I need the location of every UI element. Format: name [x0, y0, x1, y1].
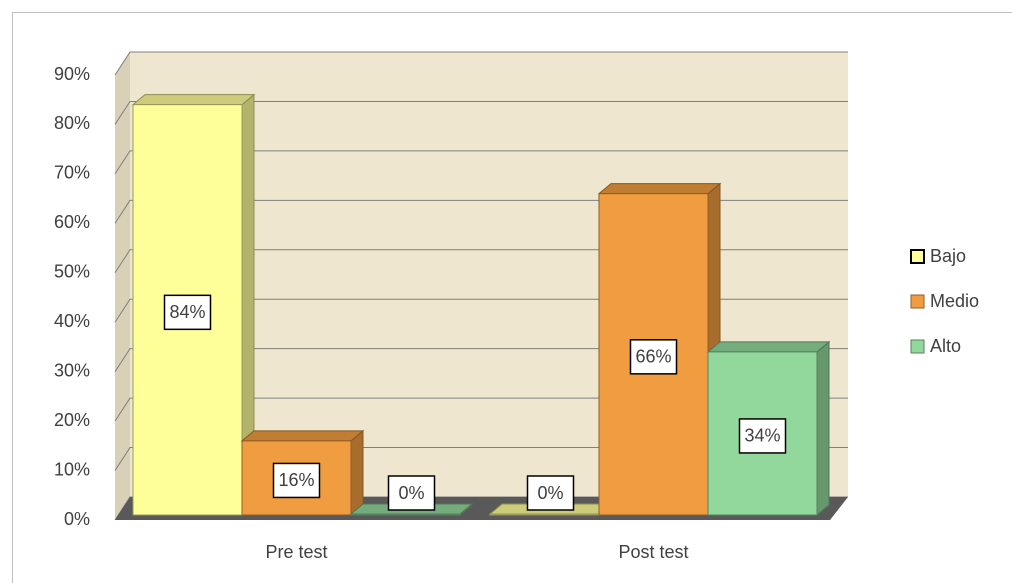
value-label-box: [387, 475, 436, 511]
y-tick-label: 90%: [54, 64, 90, 84]
grid-line: [114, 51, 848, 76]
value-label: 0%: [537, 483, 563, 503]
bar-top: [706, 341, 831, 353]
y-tick-label: 10%: [54, 459, 90, 479]
y-tick-label: 20%: [54, 410, 90, 430]
bar-side: [816, 340, 830, 517]
legend-swatch: [910, 249, 925, 264]
value-label-box: [526, 475, 575, 511]
y-tick-label: 40%: [54, 311, 90, 331]
value-label-box: [163, 294, 212, 331]
side-wall: [115, 52, 130, 520]
bar: [350, 513, 461, 516]
y-tick-label: 0%: [64, 509, 90, 529]
value-label: 0%: [398, 483, 424, 503]
chart-frame: [12, 12, 1012, 583]
value-label: 66%: [635, 347, 671, 367]
bar-top: [131, 94, 256, 106]
y-tick-label: 70%: [54, 163, 90, 183]
y-tick-label: 60%: [54, 212, 90, 232]
legend-swatch: [910, 294, 925, 309]
value-label-box: [629, 339, 678, 375]
y-tick-label: 30%: [54, 360, 90, 380]
legend-swatch: [910, 339, 925, 354]
bar-side: [350, 429, 364, 517]
bar-top: [597, 183, 722, 195]
grid-line: [114, 100, 848, 125]
y-tick-label: 80%: [54, 113, 90, 133]
legend-label: Bajo: [930, 246, 966, 266]
x-tick-label: Pre test: [265, 542, 327, 562]
x-tick-label: Post test: [618, 542, 688, 562]
value-label-box: [272, 462, 321, 499]
bar-top: [240, 430, 365, 442]
grid-line: [114, 150, 848, 175]
legend-label: Alto: [930, 336, 961, 356]
y-tick-label: 50%: [54, 262, 90, 282]
bar: [489, 513, 600, 516]
value-label-box: [738, 418, 787, 454]
value-label: 84%: [169, 302, 205, 322]
value-label: 34%: [744, 426, 780, 446]
legend-label: Medio: [930, 291, 979, 311]
value-label: 16%: [278, 470, 314, 490]
